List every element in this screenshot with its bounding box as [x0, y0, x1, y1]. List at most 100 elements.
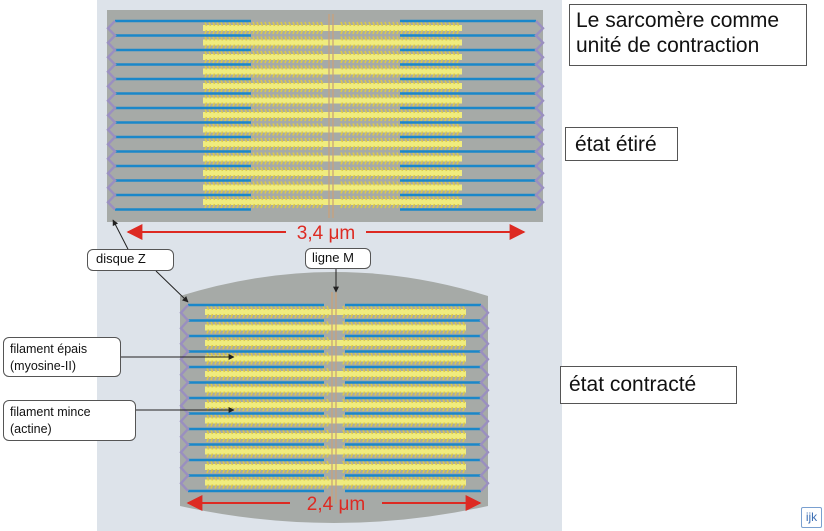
- myosin-head: [294, 375, 298, 381]
- myosin-head: [452, 166, 456, 172]
- myosin-head: [284, 181, 288, 186]
- myosin-head: [340, 21, 344, 27]
- myosin-head: [222, 329, 226, 334]
- myosin-head: [274, 453, 278, 458]
- myosin-head: [278, 367, 282, 373]
- myosin-head: [286, 429, 290, 435]
- myosin-head: [416, 44, 420, 49]
- myosin-head: [432, 79, 436, 85]
- myosin-head: [352, 79, 356, 85]
- myosin-head: [350, 383, 354, 388]
- myosin-head: [238, 406, 242, 412]
- myosin-head: [368, 152, 372, 157]
- myosin-head: [260, 58, 264, 64]
- myosin-head: [374, 367, 378, 373]
- myosin-head: [326, 305, 330, 311]
- myosin-head: [420, 102, 424, 107]
- myosin-head: [206, 484, 210, 489]
- myosin-head: [412, 108, 416, 114]
- myosin-head: [312, 145, 316, 151]
- myosin-head: [320, 166, 324, 172]
- myosin-head: [350, 352, 354, 357]
- myosin-head: [454, 305, 458, 311]
- myosin-head: [346, 344, 350, 350]
- myosin-head: [376, 44, 380, 49]
- myosin-head: [462, 383, 466, 388]
- myosin-head: [450, 484, 454, 489]
- myosin-head: [388, 123, 392, 128]
- myosin-head: [400, 131, 404, 136]
- myosin-head: [292, 65, 296, 70]
- myosin-head: [444, 29, 448, 35]
- myosin-head: [252, 65, 256, 70]
- myosin-head: [316, 123, 320, 128]
- myosin-head: [356, 36, 360, 41]
- myosin-head: [360, 131, 364, 136]
- myosin-head: [346, 476, 350, 481]
- myosin-head: [278, 460, 282, 466]
- myosin-head: [254, 305, 258, 311]
- myosin-head: [448, 102, 452, 107]
- myosin-head: [216, 189, 220, 194]
- myosin-head: [348, 44, 352, 49]
- myosin-head: [366, 305, 370, 311]
- myosin-head: [450, 391, 454, 396]
- myosin-head: [438, 414, 442, 419]
- myosin-head: [450, 383, 454, 388]
- myosin-head: [218, 437, 222, 443]
- myosin-head: [296, 152, 300, 157]
- myosin-head: [420, 94, 424, 99]
- myosin-head: [218, 360, 222, 365]
- myosin-head: [454, 437, 458, 443]
- myosin-head: [340, 137, 344, 143]
- myosin-head: [388, 174, 392, 180]
- myosin-head: [246, 468, 250, 474]
- myosin-head: [206, 336, 210, 342]
- myosin-head: [350, 429, 354, 435]
- myosin-head: [246, 352, 250, 357]
- myosin-head: [258, 391, 262, 396]
- myosin-head: [356, 131, 360, 136]
- myosin-head: [290, 321, 294, 326]
- myosin-head: [260, 87, 264, 93]
- myosin-head: [412, 203, 416, 209]
- myosin-head: [220, 116, 224, 122]
- myosin-head: [438, 437, 442, 443]
- myosin-head: [212, 174, 216, 180]
- myosin-head: [252, 203, 256, 209]
- myosin-head: [278, 313, 282, 319]
- myosin-head: [400, 65, 404, 70]
- myosin-head: [366, 460, 370, 466]
- myosin-head: [394, 429, 398, 435]
- myosin-head: [428, 195, 432, 201]
- myosin-head: [426, 329, 430, 334]
- myosin-head: [414, 352, 418, 357]
- myosin-head: [234, 429, 238, 435]
- myosin-head: [308, 166, 312, 172]
- myosin-head: [226, 391, 230, 396]
- myosin-head: [250, 305, 254, 311]
- myosin-head: [326, 375, 330, 381]
- myosin-head: [260, 174, 264, 180]
- myosin-head: [438, 352, 442, 357]
- myosin-head: [240, 131, 244, 136]
- myosin-head: [360, 152, 364, 157]
- myosin-head: [388, 36, 392, 41]
- myosin-head: [214, 375, 218, 381]
- myosin-head: [344, 123, 348, 128]
- myosin-head: [270, 336, 274, 342]
- myosin-head: [372, 87, 376, 93]
- myosin-head: [398, 422, 402, 427]
- z-disc: [534, 20, 545, 211]
- myosin-head: [254, 321, 258, 326]
- myosin-head: [354, 468, 358, 474]
- myosin-head: [300, 36, 304, 41]
- myosin-head: [340, 166, 344, 172]
- myosin-head: [296, 203, 300, 209]
- myosin-head: [396, 29, 400, 35]
- myosin-head: [282, 453, 286, 458]
- myosin-head: [242, 391, 246, 396]
- myosin-head: [430, 305, 434, 311]
- myosin-head: [400, 94, 404, 99]
- myosin-head: [462, 437, 466, 443]
